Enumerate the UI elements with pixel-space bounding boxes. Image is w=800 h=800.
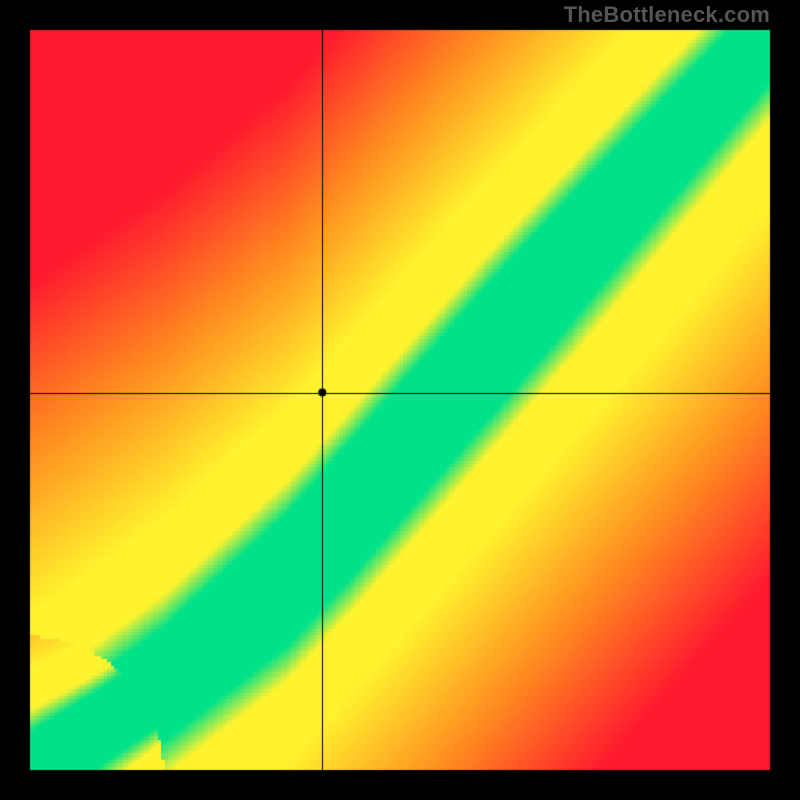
bottleneck-heatmap [0,0,800,800]
chart-frame: { "watermark": { "text": "TheBottleneck.… [0,0,800,800]
watermark-text: TheBottleneck.com [564,2,770,28]
